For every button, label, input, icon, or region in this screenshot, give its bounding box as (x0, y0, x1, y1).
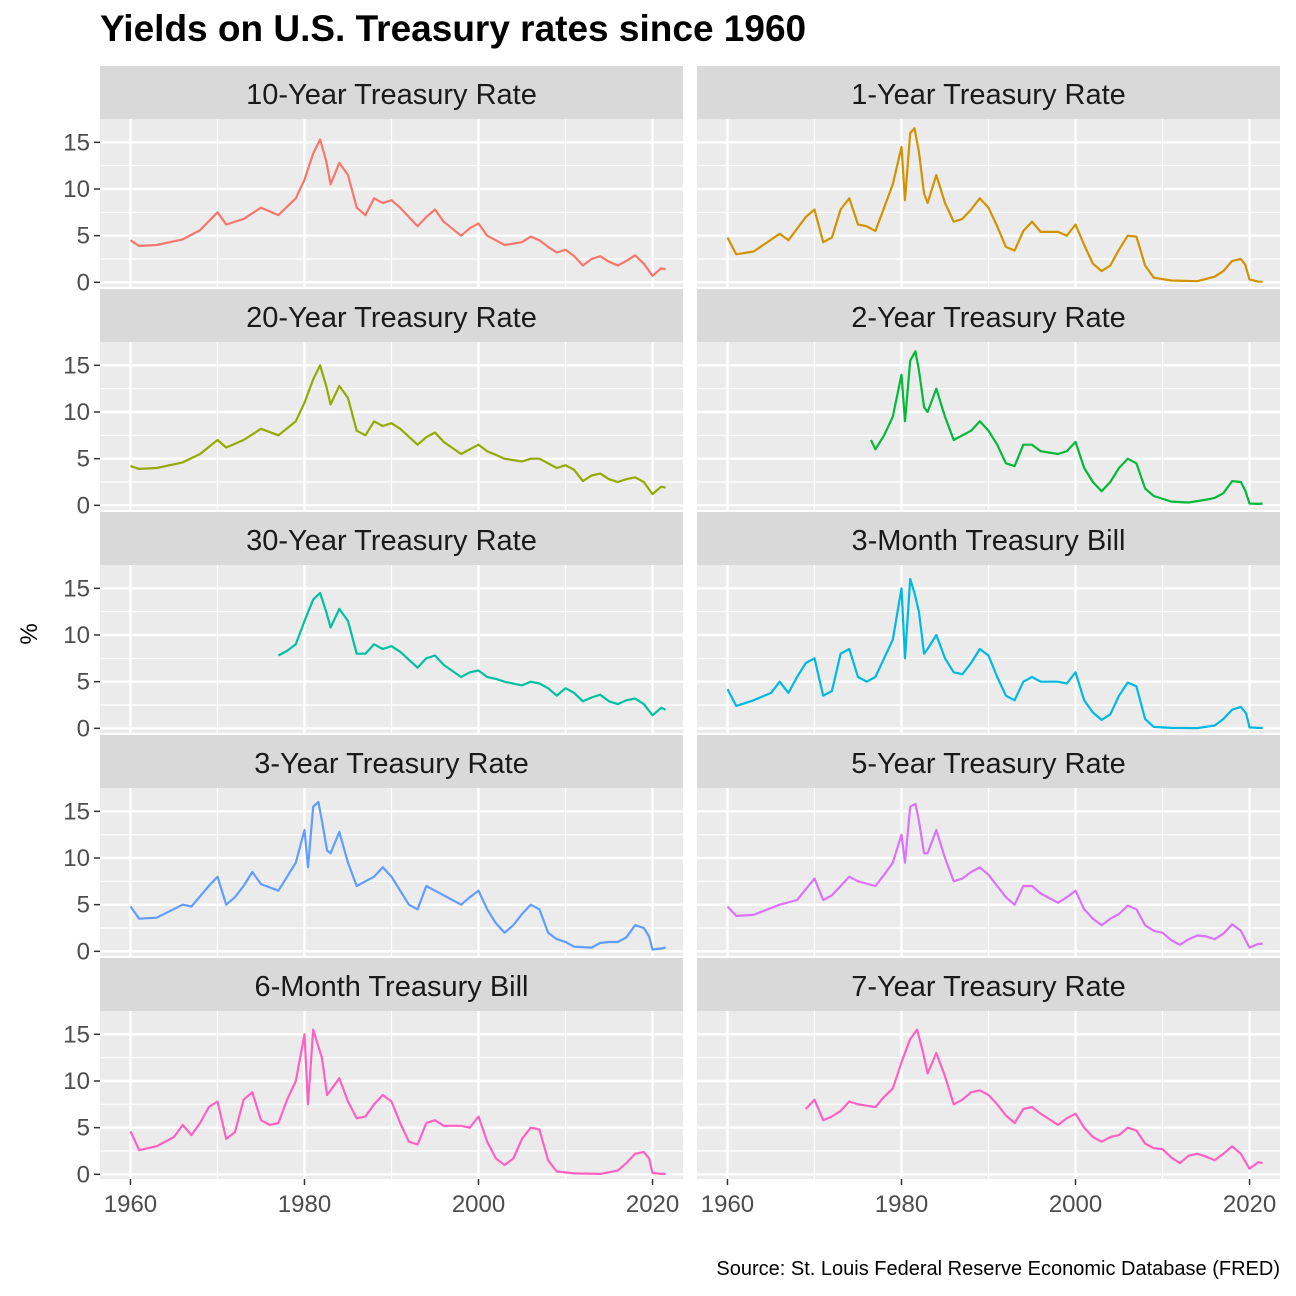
y-tick-label: 10 (63, 399, 90, 426)
y-tick-label: 10 (63, 176, 90, 203)
facet-strip (697, 66, 1280, 119)
series-line (129, 800, 666, 951)
facet-strip (697, 289, 1280, 342)
facet-strip (100, 958, 683, 1011)
facet-strip-label: 10-Year Treasury Rate (246, 79, 537, 111)
source-caption: Source: St. Louis Federal Reserve Econom… (716, 1258, 1280, 1280)
facet-strip (100, 512, 683, 565)
chart-title: Yields on U.S. Treasury rates since 1960 (100, 8, 807, 49)
facet-strip (697, 735, 1280, 788)
facet-strip (697, 512, 1280, 565)
x-tick-label: 1980 (278, 1191, 331, 1218)
y-tick-label: 0 (77, 715, 90, 742)
facet-strip-label: 30-Year Treasury Rate (246, 525, 537, 557)
x-tick-label: 1960 (104, 1191, 157, 1218)
y-tick-label: 5 (77, 669, 90, 696)
facet-strip-label: 3-Month Treasury Bill (852, 525, 1126, 557)
facet-strip-label: 20-Year Treasury Rate (246, 302, 537, 334)
y-tick-label: 15 (63, 129, 90, 156)
series-line (870, 350, 1263, 505)
facet-strip-label: 7-Year Treasury Rate (851, 971, 1126, 1003)
facet-strip-label: 1-Year Treasury Rate (851, 79, 1126, 111)
series-line (726, 127, 1263, 283)
x-tick-label: 1980 (875, 1191, 928, 1218)
y-tick-label: 5 (77, 223, 90, 250)
series-line (277, 591, 667, 717)
y-tick-label: 0 (77, 492, 90, 519)
x-tick-label: 2020 (626, 1191, 679, 1218)
facet-strip (697, 958, 1280, 1011)
x-tick-label: 2000 (452, 1191, 505, 1218)
y-tick-label: 15 (63, 1021, 90, 1048)
y-tick-label: 5 (77, 446, 90, 473)
facet-strip-label: 6-Month Treasury Bill (255, 971, 529, 1003)
y-tick-label: 0 (77, 938, 90, 965)
series-line (726, 577, 1263, 730)
y-tick-label: 0 (77, 269, 90, 296)
y-tick-label: 10 (63, 622, 90, 649)
facet-strip (100, 66, 683, 119)
series-line (130, 364, 666, 496)
y-tick-label: 0 (77, 1161, 90, 1188)
x-tick-label: 2000 (1049, 1191, 1102, 1218)
facet-strip (100, 735, 683, 788)
y-tick-label: 15 (63, 798, 90, 825)
series-line (129, 138, 666, 277)
series-line (129, 1028, 666, 1175)
facet-strip (100, 289, 683, 342)
y-tick-label: 10 (63, 845, 90, 872)
facet-strip-label: 5-Year Treasury Rate (851, 748, 1126, 780)
y-tick-label: 15 (63, 575, 90, 602)
y-tick-label: 5 (77, 1115, 90, 1142)
x-tick-label: 1960 (701, 1191, 754, 1218)
facet-strip-label: 2-Year Treasury Rate (851, 302, 1126, 334)
series-line (726, 802, 1263, 949)
x-tick-label: 2020 (1223, 1191, 1276, 1218)
y-tick-label: 15 (63, 352, 90, 379)
y-tick-label: 10 (63, 1068, 90, 1095)
y-tick-label: 5 (77, 892, 90, 919)
facet-strip-label: 3-Year Treasury Rate (254, 748, 529, 780)
series-line (804, 1028, 1263, 1170)
